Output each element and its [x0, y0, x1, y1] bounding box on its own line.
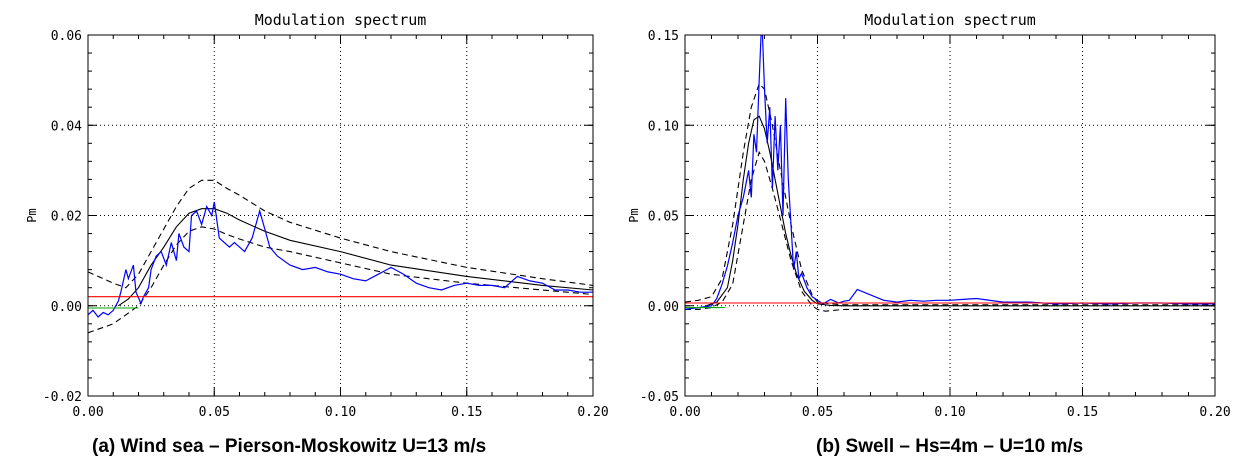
chart-panel-b: 0.00 0.05 0.10 0.15 0.20 -0.05 0.00 0.05 0.10 0.1…: [620, 0, 1240, 472]
y-tick-label: 0.04: [51, 119, 82, 134]
x-tick-label: 0.10: [934, 405, 965, 420]
series-line-model: [706, 115, 1215, 307]
x-tick-label: 0.05: [199, 405, 230, 420]
y-tick-label: 0.00: [51, 300, 82, 315]
x-tick-label: 0.00: [72, 405, 103, 420]
y-tick-label: 0.05: [648, 210, 679, 225]
x-tick-label: 0.20: [577, 405, 608, 420]
x-tick-label: 0.20: [1199, 405, 1230, 420]
series-line-lower-bound: [88, 226, 593, 334]
x-tick-label: 0.15: [451, 405, 482, 420]
plot-frame: [87, 34, 594, 397]
caption-a: (a) Wind sea – Pierson-Moskowitz U=13 m/…: [92, 436, 487, 457]
plot-frame: [684, 34, 1216, 397]
series-line-measured: [685, 35, 1215, 310]
y-tick-label: -0.02: [43, 390, 82, 405]
chart-title: Modulation spectrum: [255, 11, 427, 29]
series-line-measured: [88, 201, 593, 318]
chart-panel-a: 0.00 0.05 0.10 0.15 0.20 -0.02 0.00 0.02 0.04 0.0…: [25, 11, 609, 457]
x-tick-label: 0.10: [325, 405, 356, 420]
x-tick-label: 0.05: [802, 405, 833, 420]
y-tick-label: 0.00: [648, 300, 679, 315]
y-tick-label: 0.10: [648, 119, 679, 134]
series-group: [88, 179, 593, 334]
series-group: [685, 35, 1215, 312]
series-line-model: [117, 208, 593, 307]
x-tick-label: 0.15: [1067, 405, 1098, 420]
y-tick-label: 0.02: [51, 210, 82, 225]
x-tick-label: 0.00: [669, 405, 700, 420]
y-tick-label: 0.15: [648, 29, 679, 44]
plot-a: 0.00 0.05 0.10 0.15 0.20-0.020.000.020.040.0…: [25, 11, 609, 420]
series-line-lower-bound: [685, 150, 1215, 312]
y-axis-label: Pm: [25, 208, 39, 222]
chart-title: Modulation spectrum: [864, 11, 1036, 29]
y-axis-label: Pm: [627, 208, 641, 222]
y-tick-label: 0.06: [51, 29, 82, 44]
y-tick-label: -0.05: [640, 390, 679, 405]
caption-b: (b) Swell – Hs=4m – U=10 m/s: [816, 436, 1084, 457]
plot-b: 0.00 0.05 0.10 0.15 0.20-0.050.000.050.100.1…: [627, 11, 1231, 420]
